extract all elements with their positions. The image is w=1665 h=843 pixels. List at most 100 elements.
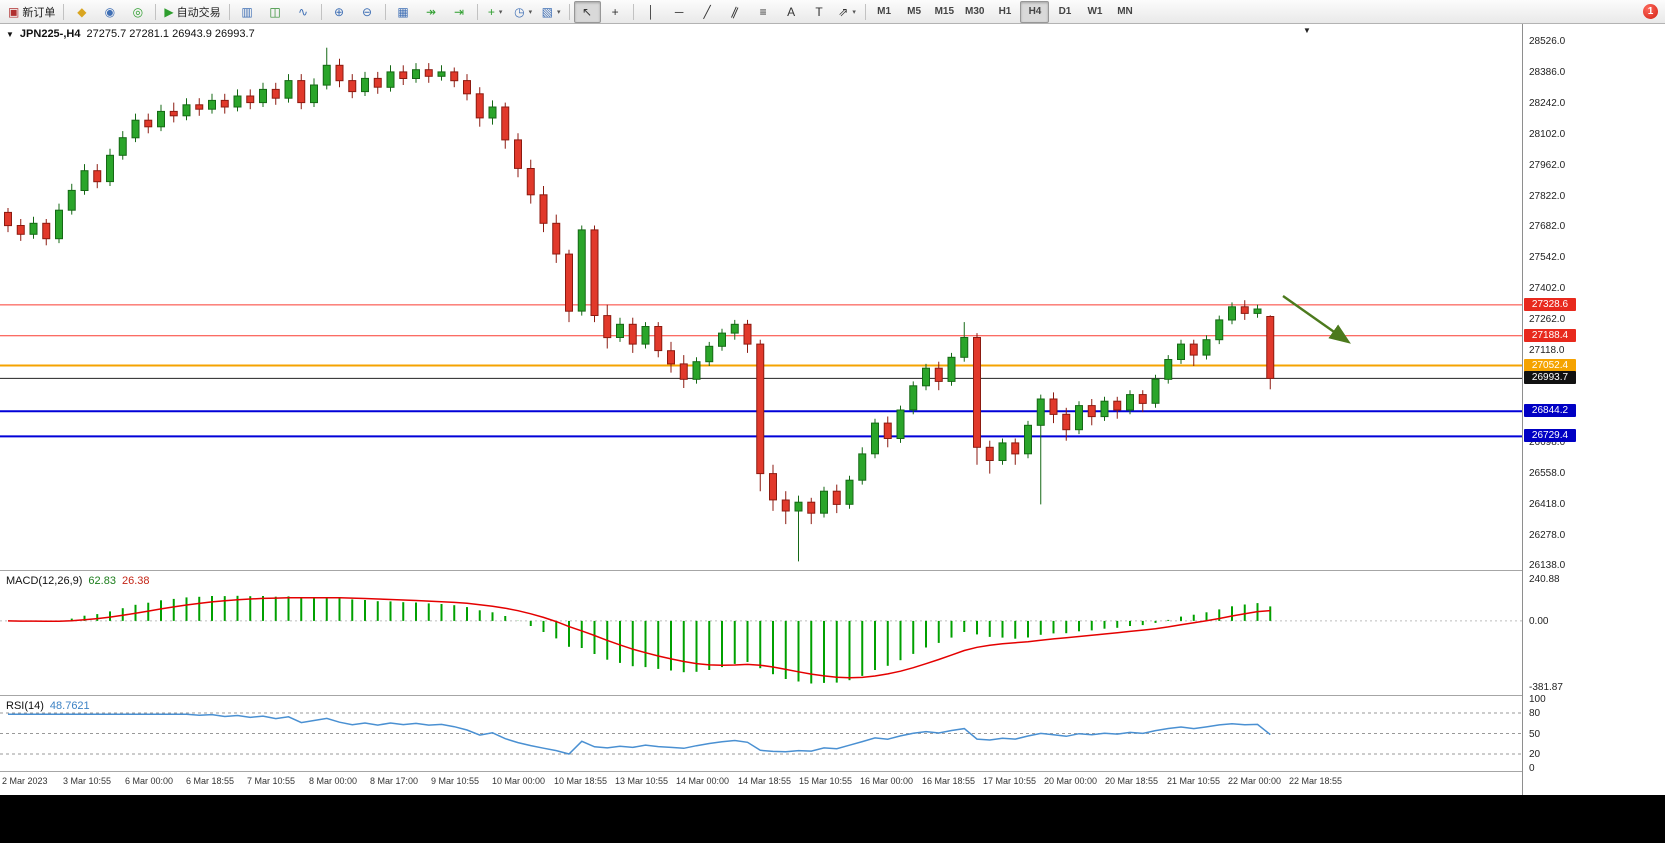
time-axis-label: 6 Mar 00:00 <box>125 776 174 786</box>
cursor-button[interactable]: ↖ <box>573 0 601 23</box>
fibonacci-button[interactable]: ≡ <box>750 1 777 23</box>
price-axis-label: 27118.0 <box>1529 345 1565 356</box>
market-watch-button[interactable]: ◆ <box>68 1 95 23</box>
auto-trading-button[interactable]: ▶ 自动交易 <box>160 1 224 23</box>
auto-scroll-icon: ↠ <box>426 4 437 19</box>
line-chart-icon: ∿ <box>298 4 309 19</box>
price-level-tag: 27052.4 <box>1524 359 1576 372</box>
text-icon: A <box>787 4 796 19</box>
price-axis[interactable]: 28526.0 28386.0 28242.0 28102.0 27962.0 27822… <box>1522 24 1665 795</box>
rsi-value: 48.7621 <box>49 700 90 712</box>
price-axis-label: 27262.0 <box>1529 314 1566 325</box>
text-label-button[interactable]: T <box>806 1 833 23</box>
rsi-axis-label: 0 <box>1529 763 1535 774</box>
time-axis-label: 8 Mar 17:00 <box>370 776 419 786</box>
main-chart-canvas[interactable] <box>0 24 1522 570</box>
clock-icon: ◷ <box>514 4 525 19</box>
toolbar-separator <box>632 3 634 20</box>
timeframe-m30-button[interactable]: M30 <box>960 1 989 23</box>
candlestick-chart-button[interactable]: ◫ <box>262 1 289 23</box>
new-order-button-label: 新订单 <box>22 6 56 19</box>
chart-shift-button[interactable]: ⇥ <box>446 1 473 23</box>
price-level-tag: 26993.7 <box>1524 371 1576 384</box>
time-axis-label: 14 Mar 00:00 <box>676 776 730 786</box>
templates-button[interactable]: ▧ ▾ <box>538 1 565 23</box>
price-axis-label: 26418.0 <box>1529 499 1566 510</box>
time-axis-label: 22 Mar 00:00 <box>1228 776 1282 786</box>
tile-windows-button[interactable]: ▦ <box>390 1 417 23</box>
chevron-down-icon: ▾ <box>556 8 561 16</box>
time-axis-label: 10 Mar 18:55 <box>554 776 608 786</box>
time-axis-label: 16 Mar 00:00 <box>860 776 914 786</box>
timeframe-d1-button[interactable]: D1 <box>1050 1 1079 23</box>
toolbar-separator <box>864 3 866 20</box>
price-axis-label: 27402.0 <box>1529 283 1566 294</box>
crosshair-button[interactable]: + <box>602 1 629 23</box>
notification-badge[interactable]: 1 <box>1643 4 1658 19</box>
arrows-button[interactable]: ⇗ ▾ <box>834 1 861 23</box>
bar-chart-button[interactable]: ▥ <box>234 1 261 23</box>
rsi-axis-label: 80 <box>1529 708 1541 719</box>
price-axis-label: 28526.0 <box>1529 36 1566 47</box>
zoom-out-button[interactable]: ⊖ <box>354 1 381 23</box>
chevron-down-icon: ▾ <box>852 8 856 16</box>
price-level-tag: 27188.4 <box>1524 329 1576 342</box>
time-axis-label: 7 Mar 10:55 <box>247 776 296 786</box>
timeframe-m5-button[interactable]: M5 <box>900 1 929 23</box>
macd-signal-value: 26.38 <box>121 575 150 587</box>
timeframe-m15-button[interactable]: M15 <box>930 1 959 23</box>
timeframe-h1-button[interactable]: H1 <box>990 1 1019 23</box>
price-axis-label: 26278.0 <box>1529 530 1566 541</box>
timeframe-m5-button-label: M5 <box>907 6 922 17</box>
collapse-triangle-icon[interactable]: ▼ <box>6 29 14 39</box>
toolbar-separator <box>476 3 478 20</box>
bottom-taskbar <box>0 795 1665 843</box>
timeframe-mn-button[interactable]: MN <box>1110 1 1139 23</box>
chart-shift-marker-icon[interactable]: ▼ <box>1303 26 1311 35</box>
periods-button[interactable]: ◷ ▾ <box>510 1 537 23</box>
trendline-button[interactable]: ╱ <box>694 1 721 23</box>
auto-trading-button-icon: ▶ <box>164 4 174 19</box>
bar-chart-icon: ▥ <box>241 4 253 19</box>
market-watch-icon: ◆ <box>77 4 87 19</box>
horizontal-line-button[interactable]: ─ <box>666 1 693 23</box>
timeframe-m1-button[interactable]: M1 <box>870 1 899 23</box>
rsi-indicator-canvas[interactable] <box>0 696 1522 771</box>
auto-scroll-button[interactable]: ↠ <box>418 1 445 23</box>
toolbar-separator <box>320 3 322 20</box>
pane-divider[interactable] <box>0 695 1665 696</box>
equidistant-channel-button[interactable]: ∥ <box>722 1 749 23</box>
zoom-in-button[interactable]: ⊕ <box>326 1 353 23</box>
cursor-icon: ↖ <box>582 4 593 19</box>
timeframe-m30-button-label: M30 <box>965 6 985 17</box>
pane-divider[interactable] <box>0 570 1665 571</box>
time-axis-label: 22 Mar 18:55 <box>1289 776 1343 786</box>
time-axis-label: 3 Mar 10:55 <box>63 776 112 786</box>
rsi-axis-label: 20 <box>1529 749 1541 760</box>
macd-axis-label: 240.88 <box>1529 574 1560 585</box>
time-axis-label: 13 Mar 10:55 <box>615 776 669 786</box>
line-chart-button[interactable]: ∿ <box>290 1 317 23</box>
price-level-tag: 26844.2 <box>1524 404 1576 417</box>
macd-indicator-canvas[interactable] <box>0 571 1522 695</box>
data-window-button[interactable]: ◉ <box>96 1 123 23</box>
timeframe-w1-button[interactable]: W1 <box>1080 1 1109 23</box>
navigator-button[interactable]: ◎ <box>124 1 151 23</box>
new-order-button[interactable]: ▣ 新订单 <box>4 1 59 23</box>
vertical-line-button[interactable]: │ <box>638 1 665 23</box>
price-level-tag: 26729.4 <box>1524 429 1576 442</box>
time-axis-label: 15 Mar 10:55 <box>799 776 853 786</box>
new-chart-button[interactable]: + ▾ <box>482 1 509 23</box>
toolbar-separator <box>228 3 230 20</box>
price-axis-label: 26698.0 <box>1529 437 1566 448</box>
price-axis-label: 27682.0 <box>1529 221 1566 232</box>
timeframe-mn-button-label: MN <box>1117 6 1133 17</box>
chevron-down-icon: ▾ <box>528 8 533 16</box>
channel-icon: ∥ <box>729 3 741 20</box>
time-axis[interactable]: 2 Mar 2023 3 Mar 10:55 6 Mar 00:00 6 Mar 18… <box>0 772 1522 794</box>
plus-icon: + <box>487 4 495 19</box>
candlestick-icon: ◫ <box>269 4 281 19</box>
text-button[interactable]: A <box>778 1 805 23</box>
toolbar-separator <box>568 3 570 20</box>
timeframe-h4-button[interactable]: H4 <box>1020 0 1050 23</box>
